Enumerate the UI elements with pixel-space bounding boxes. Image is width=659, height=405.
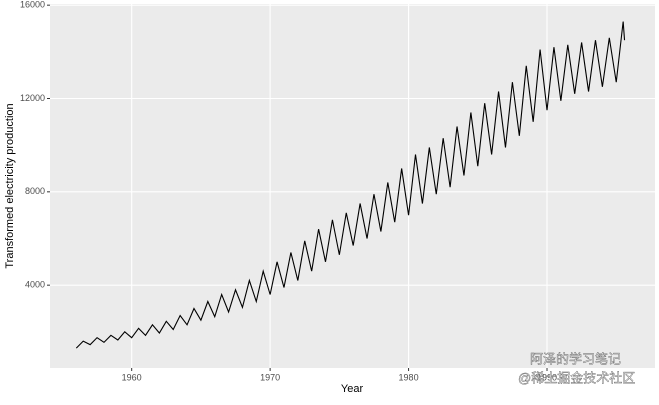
line: [75, 21, 626, 349]
x-axis-title: Year: [341, 383, 364, 395]
y-tick-label: 12000: [20, 93, 45, 103]
watermark: 阿泽的学习笔记: [530, 351, 621, 366]
x-tick-label: 1980: [399, 372, 419, 382]
x-tick-label: 1970: [260, 372, 280, 382]
y-axis-title: Transformed electricity production: [4, 103, 16, 268]
x-tick-label: 1990: [537, 372, 557, 382]
y-tick-label: 4000: [25, 280, 45, 290]
x-tick-label: 1960: [122, 372, 142, 382]
panel: [50, 4, 655, 368]
watermark: @稀土掘金技术社区: [518, 370, 635, 385]
y-tick-label: 8000: [25, 186, 45, 196]
y-tick-label: 16000: [20, 0, 45, 10]
